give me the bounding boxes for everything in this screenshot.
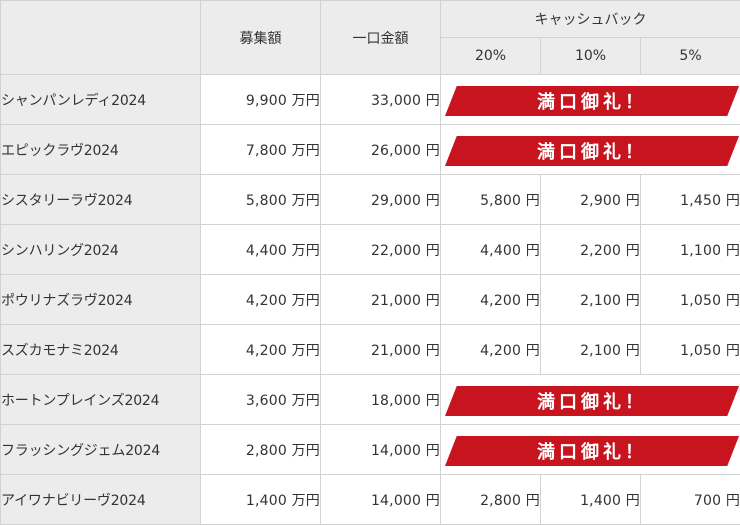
cashback-10: 2,100 円 <box>541 275 641 325</box>
sold-out-banner: 満口御礼！ <box>445 86 739 116</box>
header-cashback-10: 10% <box>541 38 641 75</box>
sold-out-cell: 満口御礼！ <box>441 425 740 475</box>
header-unit-price: 一口金額 <box>321 1 441 75</box>
header-recruit: 募集額 <box>201 1 321 75</box>
cashback-10: 1,400 円 <box>541 475 641 525</box>
header-cashback-5: 5% <box>641 38 740 75</box>
cashback-20: 5,800 円 <box>441 175 541 225</box>
recruit-amount: 4,400 万円 <box>201 225 321 275</box>
unit-price: 21,000 円 <box>321 275 441 325</box>
unit-price: 18,000 円 <box>321 375 441 425</box>
sold-out-cell: 満口御礼！ <box>441 125 740 175</box>
horse-name: フラッシングジェム2024 <box>1 425 201 475</box>
horse-name: シンハリング2024 <box>1 225 201 275</box>
sold-out-banner: 満口御礼！ <box>445 136 739 166</box>
cashback-10: 2,100 円 <box>541 325 641 375</box>
horse-name: アイワナビリーヴ2024 <box>1 475 201 525</box>
recruit-amount: 7,800 万円 <box>201 125 321 175</box>
sold-out-banner: 満口御礼！ <box>445 386 739 416</box>
recruit-amount: 3,600 万円 <box>201 375 321 425</box>
horse-name: シスタリーラヴ2024 <box>1 175 201 225</box>
recruit-amount: 5,800 万円 <box>201 175 321 225</box>
cashback-20: 4,400 円 <box>441 225 541 275</box>
horse-name: シャンパンレディ2024 <box>1 75 201 125</box>
recruit-amount: 1,400 万円 <box>201 475 321 525</box>
horse-name: スズカモナミ2024 <box>1 325 201 375</box>
unit-price: 14,000 円 <box>321 475 441 525</box>
cashback-5: 700 円 <box>641 475 740 525</box>
recruit-amount: 4,200 万円 <box>201 325 321 375</box>
cashback-5: 1,100 円 <box>641 225 740 275</box>
header-name-cell <box>1 1 201 75</box>
recruit-amount: 2,800 万円 <box>201 425 321 475</box>
header-row-1: 募集額 一口金額 キャッシュバック <box>1 1 740 38</box>
unit-price: 33,000 円 <box>321 75 441 125</box>
cashback-5: 1,450 円 <box>641 175 740 225</box>
cashback-10: 2,900 円 <box>541 175 641 225</box>
cashback-5: 1,050 円 <box>641 325 740 375</box>
unit-price: 21,000 円 <box>321 325 441 375</box>
header-cashback: キャッシュバック <box>441 1 740 38</box>
cashback-20: 4,200 円 <box>441 275 541 325</box>
cashback-20: 4,200 円 <box>441 325 541 375</box>
horse-name: ポウリナズラヴ2024 <box>1 275 201 325</box>
unit-price: 14,000 円 <box>321 425 441 475</box>
unit-price: 29,000 円 <box>321 175 441 225</box>
unit-price: 26,000 円 <box>321 125 441 175</box>
horse-name: エピックラヴ2024 <box>1 125 201 175</box>
sold-out-cell: 満口御礼！ <box>441 375 740 425</box>
sold-out-cell: 満口御礼！ <box>441 75 740 125</box>
recruit-amount: 9,900 万円 <box>201 75 321 125</box>
cashback-20: 2,800 円 <box>441 475 541 525</box>
recruit-amount: 4,200 万円 <box>201 275 321 325</box>
header-cashback-20: 20% <box>441 38 541 75</box>
unit-price: 22,000 円 <box>321 225 441 275</box>
cashback-5: 1,050 円 <box>641 275 740 325</box>
sold-out-banner: 満口御礼！ <box>445 436 739 466</box>
cashback-10: 2,200 円 <box>541 225 641 275</box>
horse-name: ホートンプレインズ2024 <box>1 375 201 425</box>
